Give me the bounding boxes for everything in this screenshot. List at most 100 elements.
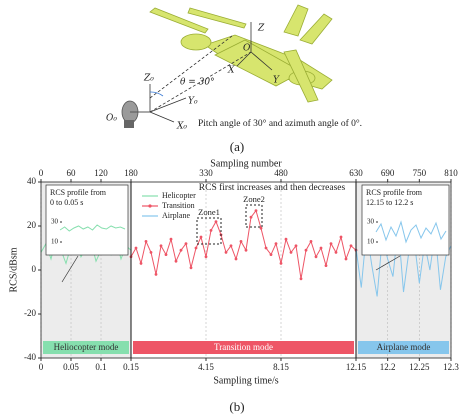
marker <box>199 235 203 239</box>
caption-a: (a) <box>230 139 244 154</box>
marker <box>309 240 313 243</box>
x-tick-label: 750 <box>413 168 427 178</box>
inset-box <box>361 184 450 256</box>
x2-tick-label: 12.2 <box>380 362 396 372</box>
radar <box>121 100 150 128</box>
marker <box>144 240 148 243</box>
marker <box>259 226 263 230</box>
marker <box>319 246 323 250</box>
inset-title: 0 to 0.05 s <box>50 198 83 207</box>
legend-marker <box>148 204 152 208</box>
marker <box>149 251 153 254</box>
axes-a <box>149 22 273 123</box>
x-tick-label: 480 <box>274 168 288 178</box>
marker <box>194 246 198 250</box>
marker <box>139 262 143 265</box>
marker <box>274 242 278 246</box>
inset-title: RCS profile from <box>366 188 423 197</box>
zone-box <box>196 217 222 245</box>
zone-label: Zone2 <box>243 194 265 204</box>
legend-label: Transition <box>162 201 195 210</box>
x2-tick-label: 0.1 <box>95 362 106 372</box>
marker <box>269 253 273 256</box>
inset-arrow <box>375 255 401 271</box>
mode-bar <box>358 341 449 354</box>
marker <box>224 251 228 254</box>
x-tick-label: 180 <box>124 168 138 178</box>
marker <box>299 277 303 281</box>
origin-o: O <box>243 44 251 54</box>
inset-line <box>59 224 126 232</box>
marker <box>204 255 208 259</box>
mode-label: Transition mode <box>214 342 273 352</box>
x-tick-label: 630 <box>349 168 363 178</box>
y-axis-title: RCS/dBsm <box>8 247 19 292</box>
axis-z0: Z₀ <box>143 74 154 84</box>
marker <box>279 262 283 265</box>
series-line <box>130 209 357 279</box>
marker <box>344 257 348 261</box>
marker <box>304 248 308 252</box>
x2-tick-label: 12.3 <box>443 362 459 372</box>
marker <box>349 244 353 248</box>
axis-x0: X₀ <box>176 122 187 132</box>
axis-z: Z <box>257 24 265 34</box>
aircraft <box>149 4 333 103</box>
marker <box>179 248 183 252</box>
x2-tick-label: 12.15 <box>346 362 367 372</box>
marker <box>339 235 343 239</box>
y-tick-label: -40 <box>24 352 36 362</box>
x-tick-label: 120 <box>94 168 108 178</box>
marker <box>169 237 173 241</box>
inset-arrow <box>61 255 79 283</box>
y-tick-label: 40 <box>27 176 37 186</box>
x2-tick-label: 0.05 <box>63 362 79 372</box>
marker <box>254 209 258 213</box>
x-tick-label: 810 <box>444 168 458 178</box>
marker <box>164 253 168 256</box>
inset-tick-label: 10 <box>367 238 375 246</box>
origin-o0: O₀ <box>106 114 117 124</box>
x2-tick-label: 4.15 <box>198 362 214 372</box>
marker <box>189 266 193 270</box>
x-tick-label: 60 <box>67 168 77 178</box>
axis-y0: Y₀ <box>188 97 198 107</box>
zone-label: Zone1 <box>198 207 220 217</box>
marker <box>214 220 218 224</box>
annotation: RCS first increases and then decreases <box>199 182 346 193</box>
plot-frame <box>40 181 452 359</box>
marker <box>294 244 298 248</box>
x2-tick-label: 12.25 <box>409 362 430 372</box>
x-tick-label: 0 <box>39 168 44 178</box>
marker <box>244 248 248 252</box>
legend-label: Airplane <box>162 211 190 220</box>
marker <box>209 229 213 232</box>
x2-tick-label: 8.15 <box>273 362 289 372</box>
marker <box>174 259 178 263</box>
theta: θ = 30° <box>180 78 215 88</box>
inset-title: RCS profile from <box>50 188 107 197</box>
x2-axis-title: Sampling time/s <box>213 375 278 386</box>
marker <box>284 237 288 241</box>
axis-x: X <box>227 66 235 76</box>
axis-y: Y <box>273 76 280 86</box>
y-tick-label: -20 <box>24 308 36 318</box>
mode-label: Airplane mode <box>377 342 431 352</box>
inset-box <box>45 184 129 256</box>
marker <box>154 273 158 276</box>
marker <box>264 246 268 250</box>
x2-tick-label: 0.15 <box>123 362 139 372</box>
marker <box>314 255 318 259</box>
mode-bar <box>43 341 129 354</box>
caption-b: (b) <box>229 399 244 414</box>
mode-bar <box>133 341 354 354</box>
x-axis-title: Sampling number <box>210 158 282 169</box>
y-tick-label: 0 <box>32 264 37 274</box>
x2-tick-label: 0 <box>39 362 44 372</box>
marker <box>329 242 333 246</box>
inset-tick-label: 30 <box>367 218 375 226</box>
inset-tick-label: 10 <box>51 238 59 246</box>
marker <box>159 244 163 248</box>
description: Pitch angle of 30° and azimuth angle of … <box>198 118 362 129</box>
